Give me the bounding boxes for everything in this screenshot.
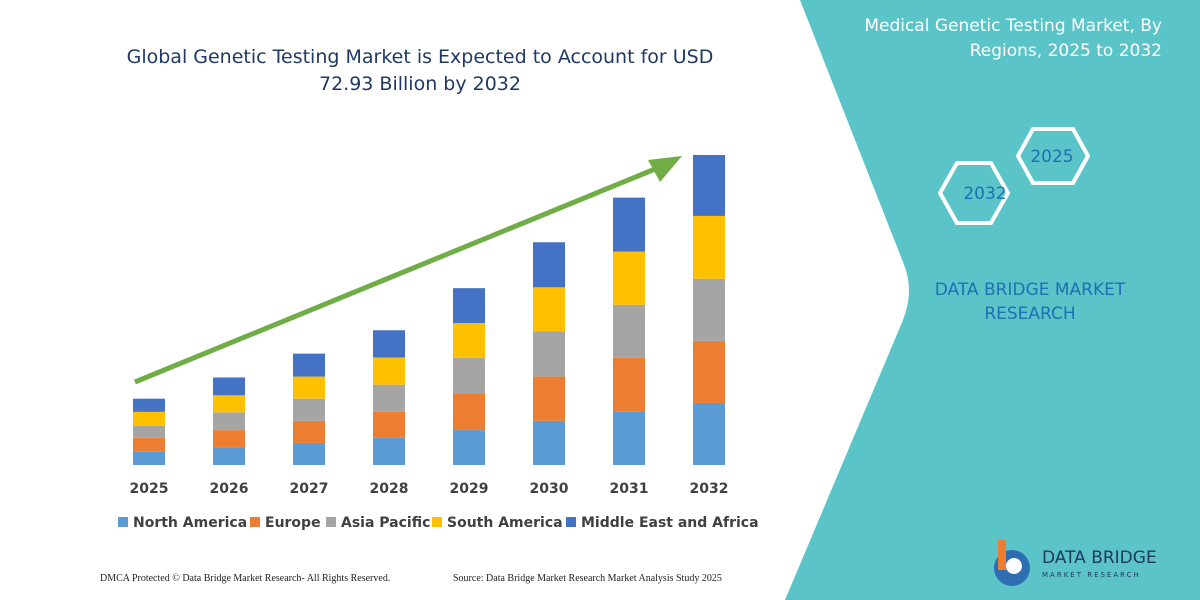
bar-segment <box>613 251 645 305</box>
footer-left: DMCA Protected © Data Bridge Market Rese… <box>100 573 391 584</box>
legend-label: Europe <box>265 515 321 531</box>
bar-segment <box>453 357 485 395</box>
bar-segment <box>533 331 565 377</box>
bar-segment <box>613 411 645 465</box>
x-tick-label: 2029 <box>450 481 489 497</box>
bar-segment <box>453 323 485 358</box>
legend-swatch <box>118 517 128 527</box>
hexagon <box>937 161 1011 225</box>
bar-segment <box>533 287 565 332</box>
legend-label: Asia Pacific <box>341 515 430 531</box>
bar-segment <box>373 357 405 385</box>
bar-segment <box>373 437 405 465</box>
bar-segment <box>293 420 325 443</box>
x-tick-label: 2026 <box>210 481 249 497</box>
bar-segment <box>693 155 725 216</box>
logo: DATA BRIDGE MARKET RESEARCH <box>994 540 1157 586</box>
legend-label: North America <box>133 515 247 531</box>
legend-label: Middle East and Africa <box>581 515 759 531</box>
x-tick-label: 2031 <box>610 481 649 497</box>
x-tick-label: 2025 <box>130 481 169 497</box>
x-tick-label: 2032 <box>690 481 729 497</box>
bar-segment <box>373 330 405 358</box>
bar-segment <box>693 402 725 465</box>
brand: DATA BRIDGE MARKET RESEARCH <box>934 280 1126 324</box>
bar-segment <box>133 425 165 438</box>
hex-year: 2025 <box>1030 147 1073 167</box>
legend-swatch <box>432 517 442 527</box>
hex-year: 2032 <box>963 184 1006 204</box>
legend-label: South America <box>447 515 563 531</box>
footer-right: Source: Data Bridge Market Research Mark… <box>453 573 722 584</box>
bar-segment <box>293 442 325 465</box>
panel-title: Medical Genetic Testing Market, By Regio… <box>864 16 1162 61</box>
arrow-head <box>648 156 682 182</box>
x-tick-label: 2027 <box>290 481 329 497</box>
bar-segment <box>213 412 245 431</box>
bar-segment <box>293 376 325 399</box>
bar-segment <box>293 398 325 421</box>
legend-swatch <box>250 517 260 527</box>
logo-name: DATA BRIDGE <box>1042 548 1157 568</box>
legend-swatch <box>566 517 576 527</box>
bar-segment <box>213 447 245 465</box>
bar-segment <box>613 197 645 252</box>
logo-tagline: MARKET RESEARCH <box>1042 571 1141 579</box>
bar-segment <box>533 242 565 288</box>
bar-segment <box>693 215 725 279</box>
bar-segment <box>133 451 165 465</box>
legend-swatch <box>326 517 336 527</box>
bar-segment <box>453 288 485 324</box>
bar-segment <box>453 394 485 431</box>
trend-arrow <box>134 164 661 385</box>
bar-segment <box>613 357 645 412</box>
bar-segment <box>373 384 405 412</box>
bar-segment <box>213 377 245 396</box>
bar-segment <box>533 420 565 465</box>
bar-segment <box>133 437 165 452</box>
bar-segment <box>693 340 725 403</box>
bar-segment <box>133 411 165 426</box>
bar-segment <box>693 278 725 341</box>
bar-segment <box>613 304 645 358</box>
bar-segment <box>133 398 165 412</box>
bar-segment <box>213 395 245 413</box>
bar-segment <box>213 430 245 448</box>
side-panel <box>785 0 1200 600</box>
x-tick-label: 2028 <box>370 481 409 497</box>
hexagon <box>1015 127 1091 185</box>
bar-segment <box>293 353 325 377</box>
chart-title: Global Genetic Testing Market is Expecte… <box>126 46 714 95</box>
bar-segment <box>533 376 565 421</box>
x-tick-label: 2030 <box>530 481 569 497</box>
bar-segment <box>373 411 405 438</box>
bar-segment <box>453 430 485 465</box>
